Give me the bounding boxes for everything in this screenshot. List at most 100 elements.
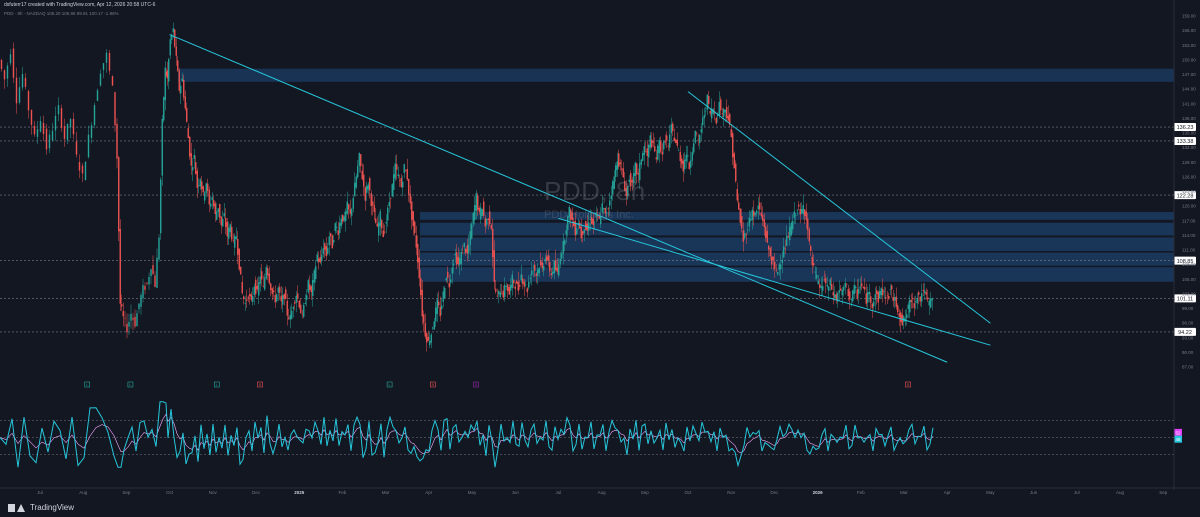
time-axis-tick: 2025 bbox=[294, 490, 305, 495]
candle-body bbox=[660, 141, 662, 152]
trendline[interactable] bbox=[558, 217, 991, 346]
candle-body bbox=[531, 270, 533, 275]
candle-body bbox=[105, 52, 108, 63]
oscillator-value-tag bbox=[1174, 428, 1182, 436]
candle-body bbox=[390, 197, 392, 199]
candle-body bbox=[781, 259, 783, 264]
candle-body bbox=[564, 240, 566, 245]
candle-body bbox=[814, 271, 816, 273]
candle-body bbox=[54, 115, 57, 131]
candle-body bbox=[757, 205, 759, 210]
candle-body bbox=[858, 288, 860, 294]
candle-body bbox=[36, 129, 39, 137]
candle-body bbox=[342, 214, 344, 222]
candle-body bbox=[576, 228, 578, 235]
candle-body bbox=[502, 290, 504, 298]
signal-marker-label: S bbox=[907, 382, 910, 387]
candle-body bbox=[367, 184, 369, 190]
candle-body bbox=[742, 230, 744, 242]
candle-body bbox=[388, 202, 390, 207]
candle-body bbox=[831, 284, 833, 290]
price-axis-tick: 144.00 bbox=[1182, 87, 1196, 92]
candle-body bbox=[286, 300, 288, 316]
price-axis-tick: 87.00 bbox=[1182, 365, 1194, 370]
candle-body bbox=[730, 129, 732, 137]
candle-body bbox=[588, 222, 590, 231]
price-level-tag bbox=[1174, 256, 1196, 265]
candle-body bbox=[913, 303, 915, 308]
candle-body bbox=[295, 295, 297, 303]
candle-body bbox=[642, 153, 644, 161]
signal-marker-box bbox=[429, 381, 436, 388]
price-level-tag bbox=[1174, 294, 1196, 303]
candle-body bbox=[134, 316, 136, 327]
candle-body bbox=[387, 207, 389, 221]
zone-band bbox=[420, 267, 1174, 282]
candle-body bbox=[333, 240, 335, 243]
time-axis[interactable]: Jul Aug Sep Oct Nov Dec 2025 Feb Mar Apr May Jun Jul… bbox=[0, 487, 1200, 495]
trendlines[interactable] bbox=[169, 34, 991, 363]
signal-marker-label: S bbox=[259, 382, 262, 387]
candle-body bbox=[895, 296, 897, 307]
candle-body bbox=[493, 250, 495, 282]
candle-body bbox=[879, 290, 881, 299]
candle-body bbox=[468, 244, 470, 254]
candle-body bbox=[136, 313, 138, 327]
symbol-legend[interactable]: PDD · 8h · NASDAQ 105.20 105.86 99.91 10… bbox=[4, 11, 119, 16]
candle-body bbox=[301, 313, 303, 315]
candle-body bbox=[400, 178, 402, 188]
price-axis-tick: 96.00 bbox=[1182, 321, 1194, 326]
candle-body bbox=[261, 271, 263, 280]
candle-body bbox=[285, 289, 287, 300]
candle-body bbox=[654, 146, 656, 152]
candle-body bbox=[897, 305, 899, 313]
candle-body bbox=[834, 294, 836, 299]
candle-body bbox=[606, 212, 608, 214]
candle-body bbox=[796, 210, 798, 212]
candle-body bbox=[723, 108, 725, 117]
candle-body bbox=[484, 218, 486, 227]
candle-body bbox=[736, 189, 738, 201]
candle-body bbox=[481, 209, 483, 216]
tradingview-branding[interactable]: TradingView bbox=[8, 503, 74, 512]
candle-body bbox=[861, 283, 863, 287]
candle-body bbox=[324, 243, 326, 250]
candle-body bbox=[526, 288, 528, 293]
candle-body bbox=[306, 295, 308, 300]
candle-body bbox=[802, 205, 804, 214]
candle-body bbox=[385, 222, 387, 224]
time-axis-tick: Feb bbox=[857, 490, 865, 495]
candle-body bbox=[447, 271, 449, 278]
candle-body bbox=[178, 70, 180, 91]
candle-body bbox=[119, 228, 121, 304]
candle-body bbox=[204, 192, 206, 201]
candle-body bbox=[318, 258, 320, 262]
price-axis-tick: 108.00 bbox=[1182, 262, 1196, 267]
candle-body bbox=[256, 285, 258, 290]
candle-body bbox=[664, 141, 666, 143]
candle-body bbox=[180, 85, 182, 94]
candle-body bbox=[622, 168, 624, 178]
price-axis-tick: 99.00 bbox=[1182, 306, 1194, 311]
candle-body bbox=[465, 248, 467, 253]
trendline[interactable] bbox=[687, 91, 991, 324]
candle-body bbox=[828, 286, 830, 291]
candle-body bbox=[280, 295, 282, 302]
candle-body bbox=[648, 144, 650, 158]
candle-body bbox=[409, 193, 411, 204]
candle-body bbox=[585, 221, 587, 230]
candle-body bbox=[366, 185, 368, 193]
candle-body bbox=[726, 107, 728, 119]
candle-body bbox=[804, 209, 806, 216]
candle-body bbox=[792, 220, 794, 230]
candle-body bbox=[498, 290, 500, 295]
signal-marker-label: L bbox=[216, 382, 219, 387]
price-axis[interactable]: 136.23 133.38 122.28 108.85 101.11 94.22 159.0… bbox=[1173, 0, 1196, 490]
candle-body bbox=[894, 297, 896, 301]
candle-body bbox=[152, 265, 154, 274]
trendline[interactable] bbox=[169, 34, 948, 363]
candle-body bbox=[181, 78, 183, 82]
candle-body bbox=[427, 336, 429, 341]
candle-body bbox=[433, 321, 435, 330]
